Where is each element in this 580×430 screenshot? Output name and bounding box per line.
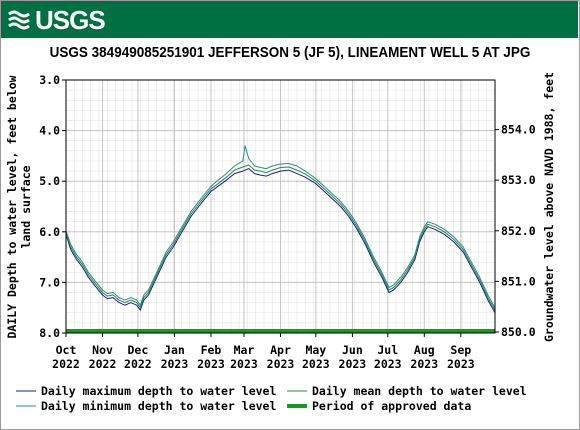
series-line-0 bbox=[65, 168, 496, 314]
x-tick-label-year: 2023 bbox=[410, 357, 438, 371]
x-tick-label-month: Sep bbox=[450, 343, 471, 357]
legend-label-3: Period of approved data bbox=[312, 399, 471, 413]
usgs-banner: USGS bbox=[1, 1, 578, 38]
approved-period-bar bbox=[66, 329, 495, 333]
series-line-1 bbox=[65, 164, 496, 311]
y-axis-title-line-1: DAILY Depth to water level, feet below bbox=[5, 75, 19, 338]
x-tick-label-year: 2022 bbox=[52, 357, 80, 371]
x-tick-label-month: Feb bbox=[201, 343, 222, 357]
y2-tick-label: 851.0 bbox=[501, 274, 536, 288]
y-tick-label: 4.0 bbox=[39, 124, 60, 138]
y-tick-label: 6.0 bbox=[39, 225, 60, 239]
x-tick-label-month: Jul bbox=[377, 343, 398, 357]
usgs-wave-icon bbox=[8, 10, 30, 30]
y-tick-label: 5.0 bbox=[39, 174, 60, 188]
y2-tick-label: 853.0 bbox=[501, 173, 536, 187]
legend-label-2: Daily mean depth to water level bbox=[312, 384, 527, 398]
y2-axis-title: Groundwater level above NAVD 1988, feet bbox=[542, 72, 556, 342]
y2-tick-label: 854.0 bbox=[501, 123, 536, 137]
chart-title: USGS 384949085251901 JEFFERSON 5 (JF 5),… bbox=[49, 44, 531, 61]
usgs-logo[interactable]: USGS bbox=[7, 5, 106, 35]
x-tick-label-month: Jan bbox=[164, 343, 185, 357]
x-tick-label-year: 2022 bbox=[89, 357, 117, 371]
y2-tick-label: 852.0 bbox=[501, 224, 536, 238]
x-tick-label-month: May bbox=[305, 343, 326, 357]
y-tick-label: 7.0 bbox=[39, 275, 60, 289]
legend-label-1: Daily minimum depth to water level bbox=[41, 399, 276, 413]
x-tick-label-year: 2022 bbox=[124, 357, 152, 371]
x-tick-label-year: 2023 bbox=[339, 357, 367, 371]
x-tick-label-month: Mar bbox=[234, 343, 255, 357]
x-tick-label-year: 2023 bbox=[447, 357, 475, 371]
usgs-logo-text: USGS bbox=[35, 5, 106, 35]
x-tick-label-month: Jun bbox=[342, 343, 363, 357]
plot-border bbox=[65, 79, 496, 334]
y-axis-title-line-2: land surface bbox=[19, 165, 33, 248]
x-tick-label-month: Apr bbox=[270, 343, 291, 357]
x-tick-label-year: 2023 bbox=[302, 357, 330, 371]
x-tick-label-month: Aug bbox=[414, 343, 435, 357]
y-tick-label: 3.0 bbox=[39, 73, 60, 87]
x-tick-label-year: 2023 bbox=[230, 357, 258, 371]
series-line-2 bbox=[65, 145, 496, 308]
x-tick-label-year: 2023 bbox=[374, 357, 402, 371]
x-tick-label-month: Nov bbox=[92, 343, 113, 357]
y2-tick-label: 850.0 bbox=[501, 325, 536, 339]
legend-label-0: Daily maximum depth to water level bbox=[41, 384, 276, 398]
y-tick-label: 8.0 bbox=[39, 326, 60, 340]
x-tick-label-year: 2023 bbox=[161, 357, 189, 371]
x-tick-label-month: Oct bbox=[56, 343, 77, 357]
x-tick-label-month: Dec bbox=[128, 343, 149, 357]
x-tick-label-year: 2023 bbox=[197, 357, 225, 371]
x-tick-label-year: 2023 bbox=[267, 357, 295, 371]
